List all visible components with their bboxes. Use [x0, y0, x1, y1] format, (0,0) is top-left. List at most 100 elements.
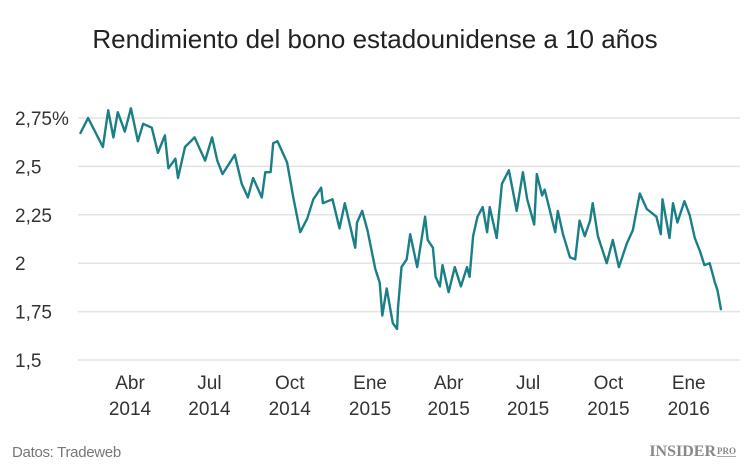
data-point [312, 198, 315, 201]
data-point [292, 196, 295, 199]
y-tick-label: 1,75 [15, 303, 52, 324]
data-point [574, 258, 576, 261]
data-point [276, 140, 279, 142]
data-point [117, 111, 119, 113]
data-point [381, 314, 384, 317]
x-tick-month: Oct [275, 373, 305, 394]
data-point [432, 246, 434, 249]
data-point [522, 171, 524, 173]
data-point [486, 231, 488, 233]
data-point [557, 210, 559, 212]
y-tick-label: 1,5 [15, 351, 41, 372]
data-point [646, 208, 648, 210]
data-point [177, 177, 179, 179]
data-point [167, 167, 170, 170]
logo-main: INSIDER [649, 443, 716, 460]
data-point [591, 202, 594, 204]
data-point [79, 132, 81, 135]
x-tick-month: Oct [594, 373, 624, 394]
data-point [447, 291, 450, 294]
data-point [252, 177, 254, 179]
data-point [472, 235, 474, 237]
data-point [466, 266, 468, 268]
data-point [714, 281, 716, 284]
data-point [396, 328, 398, 330]
x-tick-year: 2015 [428, 399, 470, 420]
x-tick-month: Abr [434, 373, 464, 394]
data-point [578, 219, 581, 222]
data-point [720, 308, 722, 311]
data-point [164, 134, 166, 137]
x-tick-month: Abr [115, 373, 145, 394]
data-point [584, 235, 586, 237]
y-tick-label: 2 [15, 254, 26, 275]
data-point [338, 227, 341, 230]
data-point [137, 140, 139, 142]
data-point [112, 136, 115, 139]
data-point [488, 206, 491, 208]
data-point [400, 266, 403, 268]
data-point [102, 146, 104, 148]
data-point [589, 219, 591, 222]
data-point [426, 239, 429, 241]
data-point [703, 264, 706, 266]
data-point [597, 235, 599, 237]
data-point [87, 117, 89, 119]
data-point [501, 183, 503, 185]
data-point [211, 136, 213, 139]
data-point [378, 281, 381, 284]
data-point [142, 123, 144, 125]
data-point [481, 206, 484, 208]
data-point [157, 152, 159, 154]
x-tick-year: 2015 [349, 399, 391, 420]
x-tick-month: Jul [197, 373, 221, 394]
data-point [174, 157, 177, 160]
x-tick-year: 2014 [269, 399, 312, 420]
data-point [694, 237, 696, 239]
data-point [385, 287, 388, 290]
insider-pro-logo: INSIDERPRO [649, 443, 736, 461]
data-point [661, 198, 664, 201]
data-point [107, 109, 109, 112]
data-point [605, 262, 608, 265]
data-point [409, 233, 412, 235]
data-point [397, 306, 399, 309]
data-point [533, 223, 535, 226]
data-point [460, 285, 462, 288]
x-tick-month: Ene [353, 373, 387, 394]
data-point [668, 237, 671, 239]
data-point [221, 173, 224, 175]
data-point [366, 229, 369, 232]
yield-line [79, 107, 723, 331]
data-point [543, 188, 546, 191]
data-point [130, 107, 132, 110]
data-point [264, 171, 267, 173]
data-point [320, 186, 323, 189]
data-point [439, 285, 441, 288]
x-tick-month: Ene [672, 373, 706, 394]
data-point [454, 266, 456, 268]
data-point [193, 136, 196, 139]
data-point [554, 231, 556, 233]
x-tick-year: 2015 [587, 399, 629, 420]
data-point [672, 202, 674, 204]
data-point [356, 221, 358, 224]
data-point [216, 159, 219, 162]
data-point [269, 171, 272, 173]
y-tick-label: 2,75% [15, 109, 69, 130]
data-point [508, 169, 510, 172]
data-point [344, 202, 346, 204]
data-point [204, 159, 206, 162]
data-point [247, 196, 249, 199]
data-point [261, 196, 263, 199]
logo-sub: PRO [717, 446, 736, 457]
data-point [322, 202, 324, 204]
data-point [562, 233, 564, 235]
data-point [683, 200, 686, 202]
data-point [515, 210, 518, 212]
data-point [612, 239, 614, 241]
data-point [240, 183, 243, 185]
data-point [416, 266, 419, 268]
data-point [688, 214, 691, 216]
